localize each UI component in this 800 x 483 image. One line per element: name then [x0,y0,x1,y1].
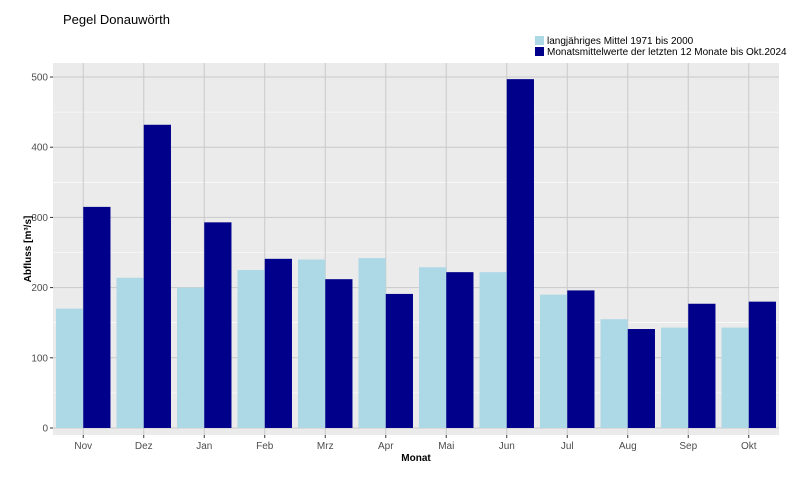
y-tick-label: 300 [31,213,48,224]
bar-longterm-mean [56,308,84,428]
bar-recent-monthly [627,329,655,428]
bar-longterm-mean [237,270,265,428]
bar-recent-monthly [264,258,292,428]
y-axis: 0 100 200 300 400 500 [31,73,53,434]
bar-recent-monthly [385,293,413,428]
x-tick-label: Jun [499,441,515,452]
legend-swatch-mean [535,36,544,45]
x-tick-label: Nov [74,441,92,452]
x-axis: Nov Dez Jan Feb Mrz Apr Mai Jun Jul Aug Sep Okt [74,435,757,452]
bar-recent-monthly [567,290,595,428]
x-axis-title: Monat [401,453,431,464]
x-tick-label: Feb [256,441,274,452]
bar-longterm-mean [661,327,689,428]
x-tick-label: Mrz [317,441,334,452]
y-axis-title: Abfluss [m³/s] [23,216,34,283]
plot-panel [53,63,779,435]
x-tick-label: Jul [561,441,574,452]
x-tick-label: Dez [135,441,153,452]
x-tick-label: Jan [196,441,212,452]
bar-recent-monthly [506,79,534,428]
bar-recent-monthly [143,124,171,428]
x-tick-label: Aug [619,441,637,452]
legend-label-recent: Monatsmittelwerte der letzten 12 Monate … [547,47,787,58]
y-tick-label: 200 [31,283,48,294]
x-tick-label: Sep [679,441,697,452]
bar-longterm-mean [177,287,205,428]
legend: langjähriges Mittel 1971 bis 2000 Monats… [535,36,787,58]
bar-longterm-mean [600,319,628,428]
bar-recent-monthly [204,222,232,428]
bar-recent-monthly [83,206,111,428]
bar-recent-monthly [748,301,776,428]
x-tick-label: Mai [438,441,454,452]
y-tick-label: 500 [31,73,48,84]
chart-title: Pegel Donauwörth [63,12,170,27]
y-tick-label: 0 [42,423,48,434]
bar-longterm-mean [358,258,386,428]
legend-swatch-recent [535,47,544,56]
bar-recent-monthly [446,272,474,428]
y-tick-label: 400 [31,143,48,154]
bar-longterm-mean [298,259,326,428]
x-tick-label: Apr [378,441,394,452]
bar-longterm-mean [116,277,144,428]
bar-longterm-mean [721,327,749,428]
bar-recent-monthly [688,303,716,428]
bar-longterm-mean [540,294,568,428]
bar-longterm-mean [419,267,447,428]
x-tick-label: Okt [741,441,757,452]
bars [56,79,776,428]
legend-label-mean: langjähriges Mittel 1971 bis 2000 [547,36,694,47]
y-tick-label: 100 [31,353,48,364]
bar-longterm-mean [479,272,507,428]
bar-recent-monthly [325,279,353,428]
